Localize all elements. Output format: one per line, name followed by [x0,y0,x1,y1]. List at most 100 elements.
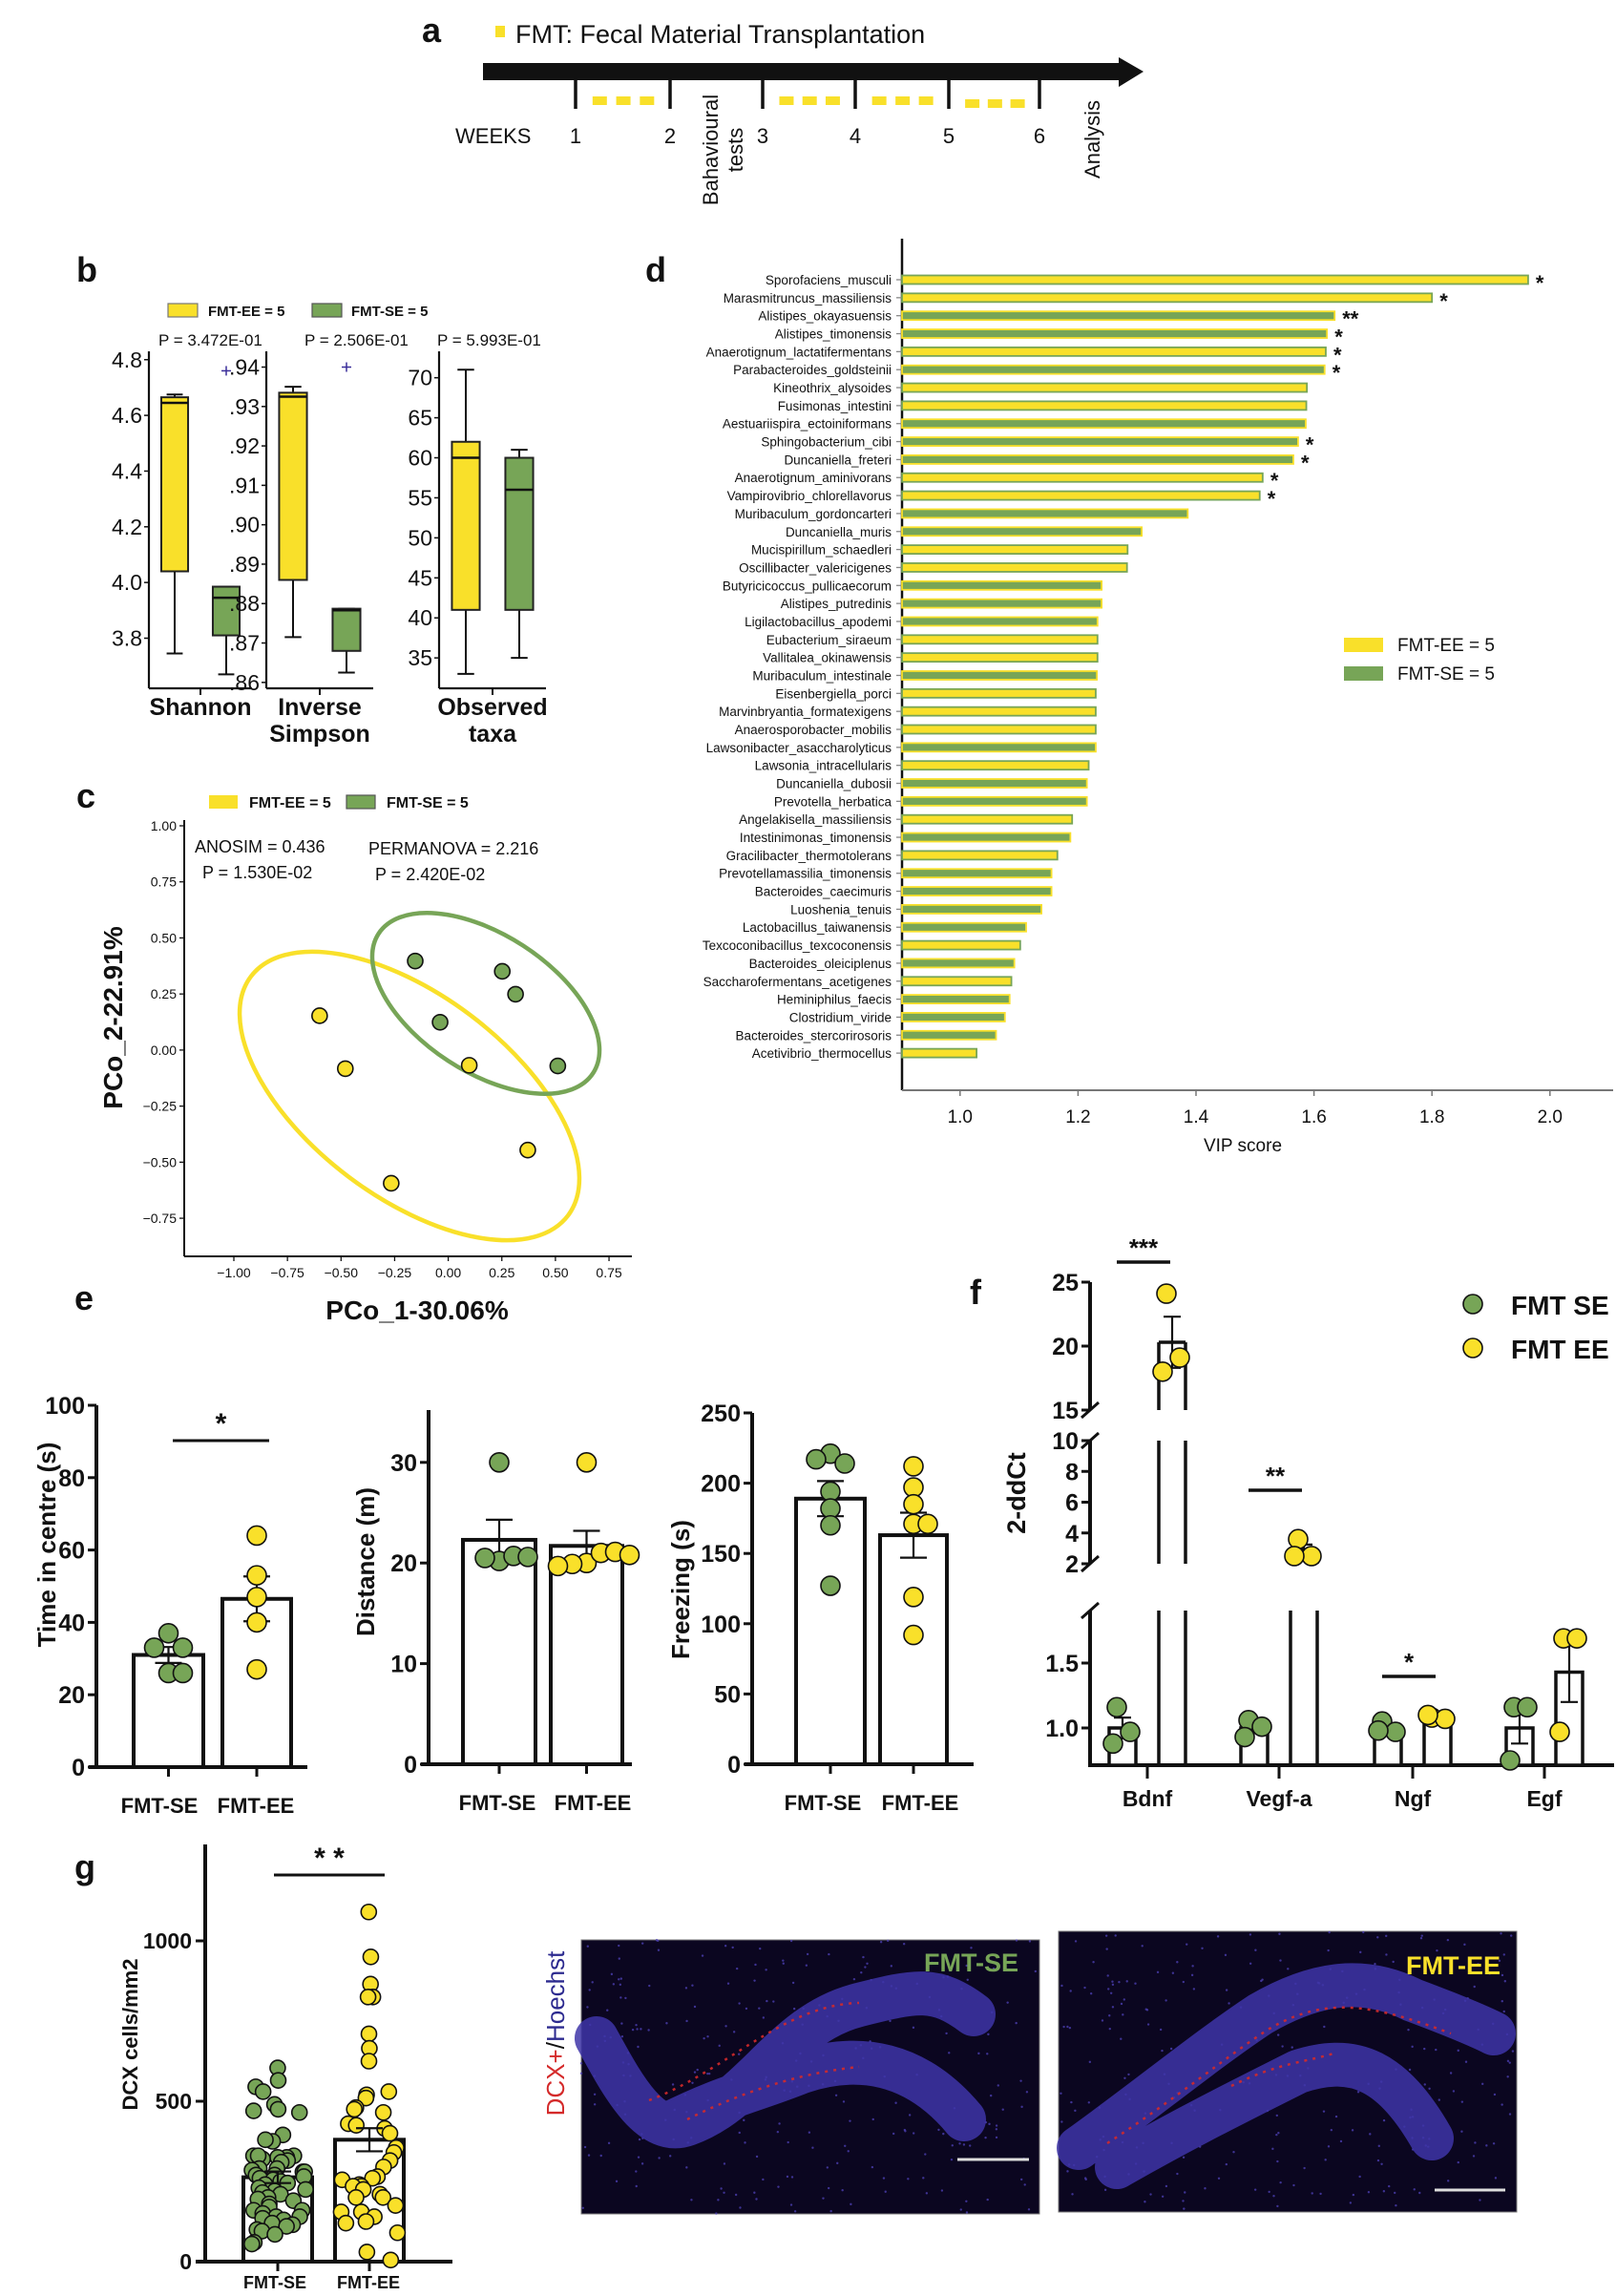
y-tick-label: 2 [1065,1551,1079,1578]
x-category-label: FMT-EE [218,1794,295,1818]
panel-label-f: f [970,1273,982,1312]
nucleus-speck [989,2094,993,2097]
taxon-label: Prevotella_herbatica [774,794,892,809]
data-point-se [1251,1716,1272,1738]
nucleus-speck [724,2025,727,2028]
nucleus-speck [1019,2178,1023,2181]
significance-marker: * [1270,469,1279,493]
nucleus-speck [1438,2098,1440,2101]
box-se [331,607,362,652]
nucleus-speck [790,2176,794,2179]
taxon-label: Lawsonibacter_asaccharolyticus [706,741,892,755]
nucleus-speck [995,2136,998,2139]
nucleus-speck [1359,1950,1362,1954]
nucleus-speck [1276,2159,1279,2163]
y-tick-label: −0.25 [143,1099,178,1114]
nucleus-speck [1488,1972,1491,1975]
index-label: Inverse [278,694,362,721]
nucleus-speck [1103,2188,1107,2192]
vip-bar-ee [901,634,1099,645]
legend-marker-se [1462,1294,1483,1315]
fmt-dose-mark [616,96,631,105]
nucleus-speck [1001,2108,1004,2111]
taxon-label: Prevotellamassilia_timonensis [719,867,892,881]
nucleus-speck [1083,1986,1086,1990]
nucleus-speck [777,2185,780,2188]
fmt-legend-swatch [495,26,505,37]
nucleus-speck [1149,2193,1152,2196]
nucleus-speck [1070,2100,1073,2104]
nucleus-speck [1446,2180,1450,2182]
nucleus-speck [720,2187,723,2190]
nucleus-speck [1493,2093,1497,2096]
significance-marker: * [1536,271,1544,295]
nucleus-speck [1502,1953,1505,1956]
data-point-ee [246,1525,267,1547]
nucleus-speck [1161,2195,1165,2198]
nucleus-speck [1146,2023,1150,2026]
y-tick-label: 4.0 [112,570,142,595]
nucleus-speck [1092,1961,1095,1964]
micrograph-label-se: FMT-SE [924,1948,1018,1977]
data-point-se [820,1514,841,1536]
y-tick-label: 100 [701,1611,741,1638]
y-tick-label: 1.0 [1045,1716,1079,1742]
vip-bar-se [901,1029,997,1041]
data-point-ee [357,2089,375,2107]
nucleus-speck [912,2026,915,2030]
nucleus-speck [1319,2192,1322,2196]
taxon-label: Lactobacillus_taiwanensis [743,920,892,935]
significance-marker: * [1334,326,1343,349]
nucleus-speck [1377,2144,1380,2148]
nucleus-speck [1253,2188,1257,2191]
taxon-label: Luoshenia_tenuis [790,902,892,916]
nucleus-speck [1122,2013,1124,2016]
y-tick-label: 8 [1065,1459,1079,1485]
legend-label-se: FMT-SE = 5 [351,304,428,320]
nucleus-speck [612,1983,616,1986]
x-tick-label: 0.00 [435,1265,461,1280]
taxon-label: Saccharofermentans_acetigenes [703,975,892,989]
vip-bar-se [901,508,1189,519]
nucleus-speck [1419,1937,1423,1940]
nucleus-speck [1511,2050,1515,2053]
data-point-se [407,952,424,970]
vip-bar-ee [901,346,1327,357]
nucleus-speck [808,2131,811,2134]
data-point-ee [246,1565,267,1586]
significance-marker: * [1439,289,1448,313]
analysis-label: Analysis [1081,100,1104,179]
nucleus-speck [1485,2144,1488,2147]
nucleus-speck [1165,1999,1167,2002]
nucleus-speck [684,1987,688,1990]
data-point-se [157,1622,179,1644]
y-tick-label: 40 [408,605,432,630]
nucleus-speck [1186,1943,1188,1946]
box-se [211,585,241,637]
data-point-se [243,2235,261,2253]
nucleus-speck [889,2019,892,2023]
taxon-label: Bacteroides_caecimuris [755,885,892,899]
nucleus-speck [588,1989,591,1991]
nucleus-speck [841,2189,844,2192]
taxon-label: Intestinimonas_timonensis [740,831,892,845]
taxon-label: Vallitalea_okinawensis [763,651,892,665]
y-tick-label: 50 [714,1681,741,1708]
nucleus-speck [992,1967,996,1970]
nucleus-speck [1107,1988,1110,1991]
nucleus-speck [703,2036,705,2040]
y-tick-label: .86 [229,670,260,695]
nucleus-speck [1109,1991,1113,1994]
x-tick-label: −0.25 [378,1265,412,1280]
data-point-ee [1566,1628,1587,1649]
nucleus-speck [1388,2184,1391,2188]
data-point-se [1234,1726,1255,1748]
nucleus-speck [1376,1936,1379,1939]
x-category-label: FMT-SE [785,1791,862,1815]
nucleus-speck [1182,2200,1185,2202]
nucleus-speck [1457,2160,1459,2164]
nucleus-speck [959,2208,962,2211]
nucleus-speck [903,2128,907,2132]
y-tick-label: 65 [408,406,432,431]
